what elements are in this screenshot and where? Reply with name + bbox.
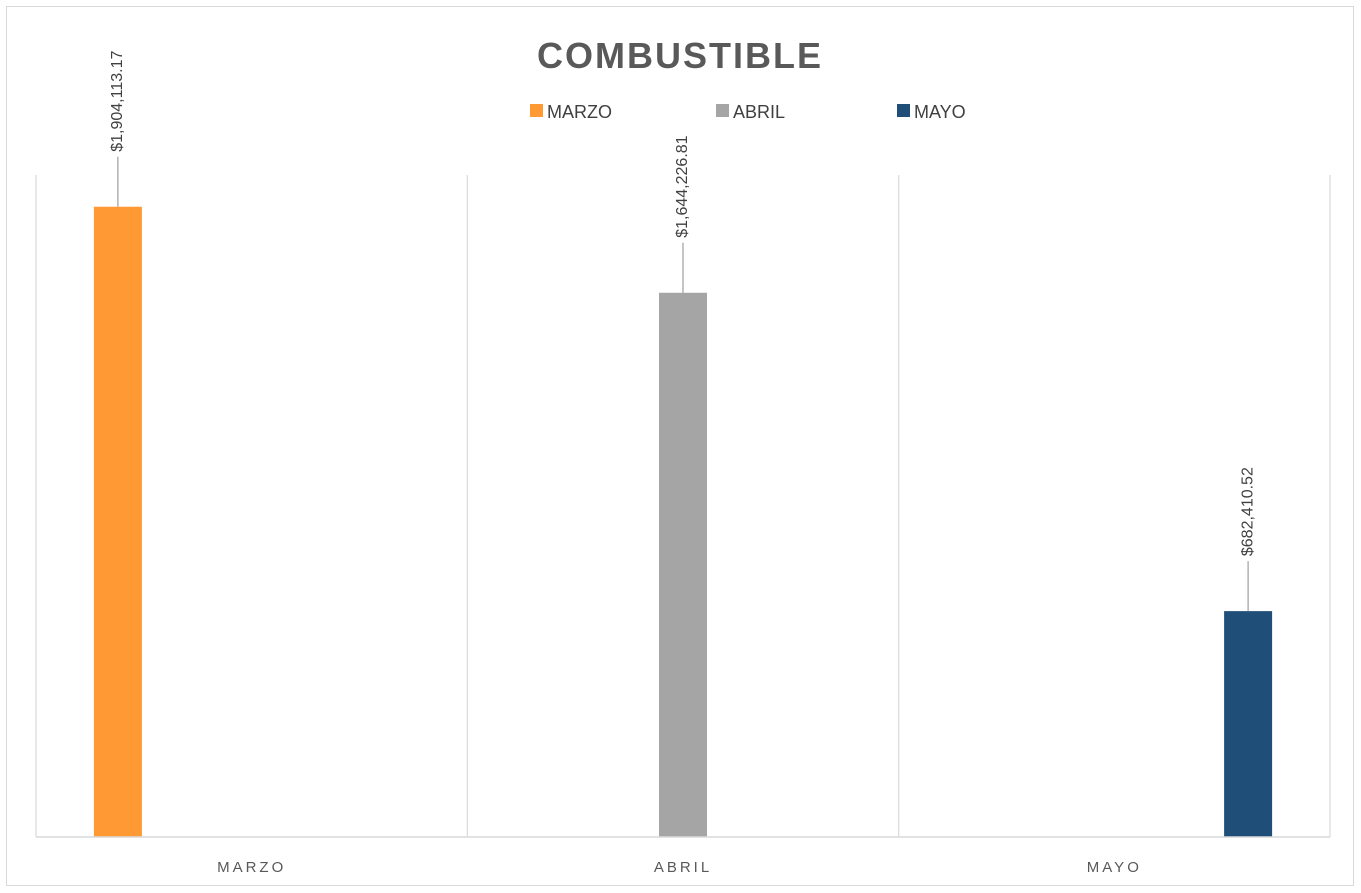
chart-title: COMBUSTIBLE	[537, 35, 823, 76]
leader-lines-group	[117, 156, 1249, 612]
category-labels-group: MARZO ABRIL MAYO	[217, 859, 1142, 876]
bar-mayo	[1224, 611, 1273, 837]
bar-abril	[659, 292, 707, 837]
category-label-marzo: MARZO	[217, 859, 286, 876]
category-label-mayo: MAYO	[1087, 859, 1142, 876]
data-labels-group: $1,904,113.17 $1,644,226.81 $682,410.52	[109, 51, 1256, 557]
chart-legend: MARZO ABRIL MAYO	[530, 102, 966, 122]
bar-marzo	[93, 206, 142, 838]
legend-label-marzo: MARZO	[547, 102, 612, 122]
data-label-abril: $1,644,226.81	[674, 135, 691, 237]
legend-swatch-marzo	[530, 104, 543, 117]
legend-label-mayo: MAYO	[914, 102, 966, 122]
category-label-abril: ABRIL	[654, 859, 712, 876]
data-label-marzo: $1,904,113.17	[109, 51, 126, 152]
bars-group	[93, 206, 1273, 838]
legend-label-abril: ABRIL	[733, 102, 785, 122]
category-gridlines	[35, 175, 1331, 837]
legend-swatch-abril	[716, 104, 729, 117]
legend-swatch-mayo	[897, 104, 910, 117]
data-label-mayo: $682,410.52	[1239, 467, 1256, 556]
